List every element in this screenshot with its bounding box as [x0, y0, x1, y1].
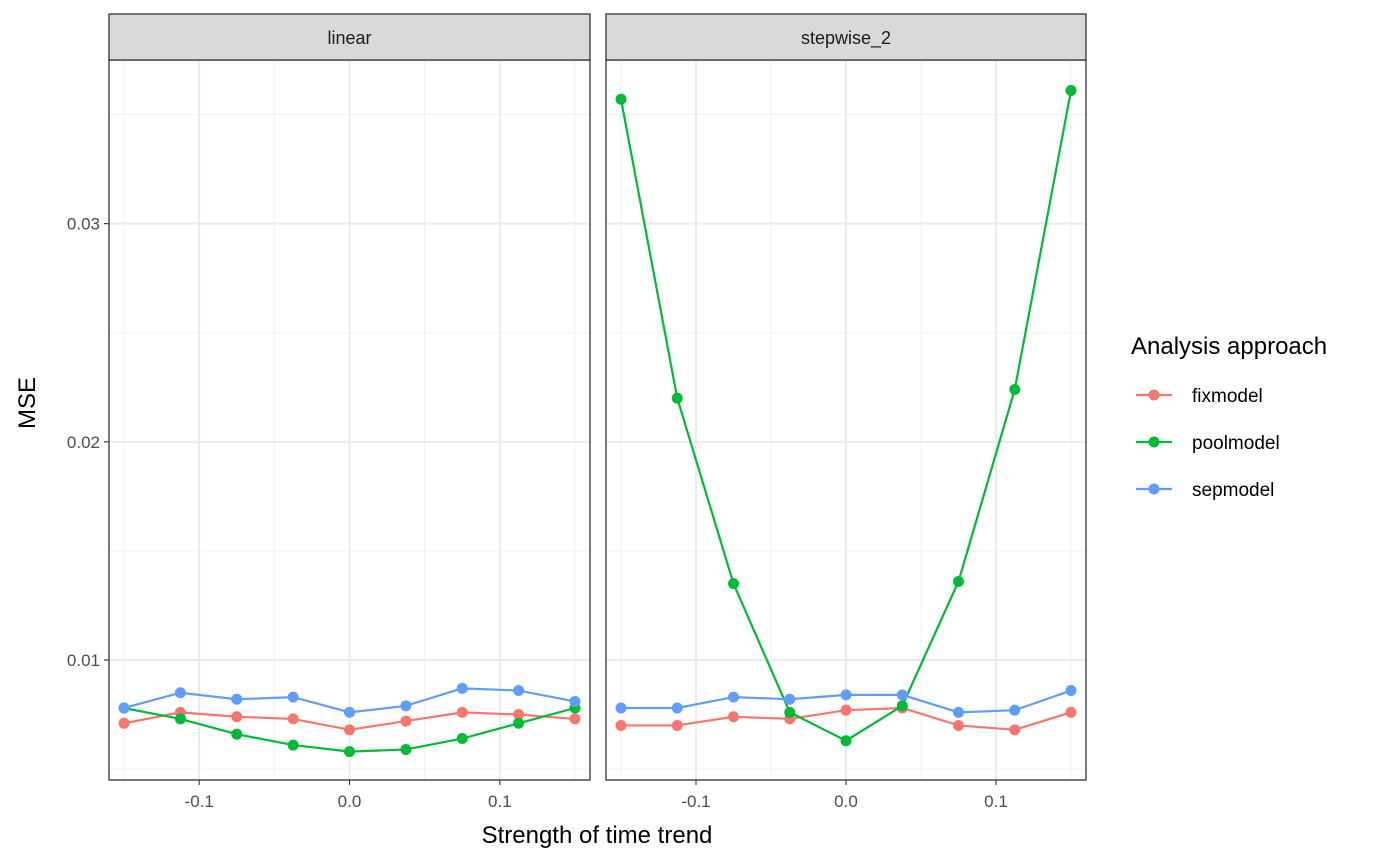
data-point-poolmodel [896, 700, 908, 712]
data-point-poolmodel [400, 743, 412, 755]
data-point-sepmodel [728, 691, 739, 703]
data-point-poolmodel [953, 575, 964, 587]
data-point-poolmodel [231, 728, 243, 740]
data-point-poolmodel [513, 717, 525, 729]
legend-entry-poolmodel: poolmodel [1136, 433, 1280, 454]
data-point-sepmodel [513, 685, 525, 697]
panel-linear: linear -0.1 0.0 0.1 [108, 13, 591, 811]
legend-key-point [1148, 436, 1160, 448]
data-point-poolmodel [287, 739, 299, 751]
data-point-poolmodel [615, 93, 627, 105]
data-point-sepmodel [344, 706, 355, 718]
legend: Analysis approach fixmodel poolmodel sepmo… [1131, 333, 1327, 501]
data-point-sepmodel [456, 682, 468, 694]
data-point-fixmodel [728, 711, 739, 723]
data-point-sepmodel [1009, 704, 1021, 716]
data-point-sepmodel [784, 693, 796, 705]
x-tick-label: 0.1 [488, 792, 512, 811]
data-point-sepmodel [287, 691, 299, 703]
x-tick-label: -0.1 [681, 792, 710, 811]
x-tick-label: 0.1 [984, 792, 1008, 811]
data-point-sepmodel [615, 702, 627, 714]
data-point-sepmodel [953, 706, 964, 718]
y-axis: 0.01 0.02 0.03 [67, 215, 109, 670]
data-point-sepmodel [840, 689, 852, 701]
data-point-sepmodel [118, 702, 130, 714]
legend-entries: fixmodel poolmodel sepmodel [1136, 386, 1280, 501]
legend-label: poolmodel [1192, 433, 1280, 454]
data-point-sepmodel [231, 693, 243, 705]
data-point-fixmodel [287, 713, 299, 725]
strip-label: stepwise_2 [801, 28, 891, 49]
data-point-fixmodel [456, 706, 468, 718]
y-tick-label: 0.01 [67, 651, 100, 670]
data-point-sepmodel [400, 700, 412, 712]
legend-label: fixmodel [1192, 386, 1263, 407]
data-point-fixmodel [615, 719, 627, 731]
strip-background [605, 13, 1087, 61]
data-point-poolmodel [174, 713, 186, 725]
data-point-fixmodel [231, 711, 243, 723]
data-point-poolmodel [728, 578, 739, 590]
data-point-fixmodel [671, 719, 683, 731]
x-tick-label: 0.0 [338, 792, 362, 811]
data-point-fixmodel [513, 709, 525, 721]
data-point-fixmodel [1065, 706, 1077, 718]
data-point-poolmodel [344, 746, 355, 758]
strip-label: linear [327, 28, 371, 48]
x-axis-title: Strength of time trend [482, 822, 713, 849]
data-point-poolmodel [1009, 383, 1021, 395]
data-point-poolmodel [671, 392, 683, 404]
strip-background [108, 13, 591, 61]
panel-stepwise_2: stepwise_2 -0.1 0.0 0.1 [605, 13, 1087, 811]
data-point-sepmodel [1065, 685, 1077, 697]
data-point-poolmodel [784, 706, 796, 718]
panels-layer: linear -0.1 0.0 0.1 stepwise_2 -0.1 0.0 0.1 [108, 13, 1087, 811]
data-point-sepmodel [896, 689, 908, 701]
data-point-fixmodel [953, 719, 964, 731]
data-point-fixmodel [1009, 724, 1021, 736]
legend-key-point [1148, 483, 1160, 495]
data-point-fixmodel [569, 713, 581, 725]
data-point-sepmodel [671, 702, 683, 714]
data-point-fixmodel [400, 715, 412, 727]
y-tick-label: 0.03 [67, 215, 100, 234]
data-point-sepmodel [569, 695, 581, 707]
legend-entry-sepmodel: sepmodel [1136, 480, 1274, 501]
data-point-poolmodel [840, 735, 852, 747]
legend-key-point [1148, 389, 1160, 401]
y-axis-title: MSE [14, 377, 41, 429]
legend-title: Analysis approach [1131, 333, 1327, 360]
data-point-fixmodel [344, 724, 355, 736]
legend-label: sepmodel [1192, 480, 1274, 501]
data-point-poolmodel [1065, 85, 1077, 97]
legend-entry-fixmodel: fixmodel [1136, 386, 1263, 407]
data-point-fixmodel [840, 704, 852, 716]
data-point-fixmodel [118, 717, 130, 729]
data-point-sepmodel [174, 687, 186, 699]
x-tick-label: 0.0 [834, 792, 858, 811]
data-point-poolmodel [456, 733, 468, 745]
y-tick-label: 0.02 [67, 433, 100, 452]
x-tick-label: -0.1 [185, 792, 214, 811]
